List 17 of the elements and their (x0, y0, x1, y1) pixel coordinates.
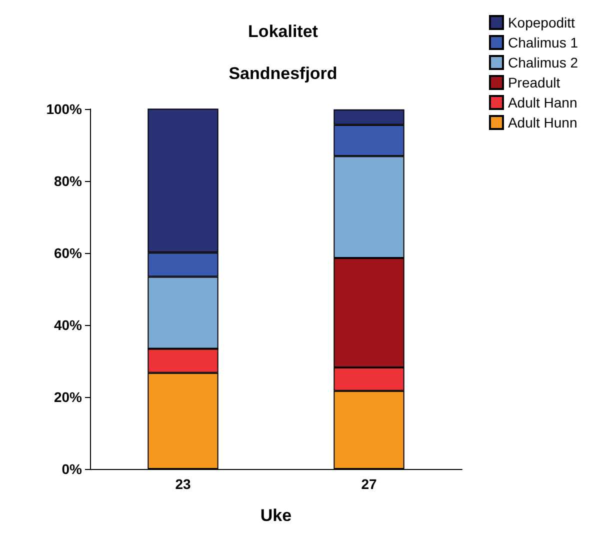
y-tick-label: 0% (62, 461, 83, 477)
y-tick-label: 20% (54, 389, 83, 405)
legend-label: Preadult (508, 74, 560, 90)
y-tick-label: 40% (54, 317, 83, 333)
chart-title: Lokalitet (248, 22, 318, 41)
x-tick-label: 27 (361, 476, 377, 492)
y-tick-label: 60% (54, 245, 83, 261)
legend-label: Adult Hunn (508, 114, 578, 130)
y-tick-label: 80% (54, 173, 83, 189)
y-tick-label: 100% (46, 101, 83, 117)
legend-label: Adult Hann (508, 94, 578, 110)
x-axis-title: Uke (260, 506, 292, 525)
legend-label: Chalimus 1 (508, 34, 578, 50)
chart-subtitle: Sandnesfjord (228, 64, 338, 83)
legend-label: Kopepoditt (508, 14, 576, 30)
x-tick-label: 23 (175, 476, 191, 492)
legend-label: Chalimus 2 (508, 54, 578, 70)
